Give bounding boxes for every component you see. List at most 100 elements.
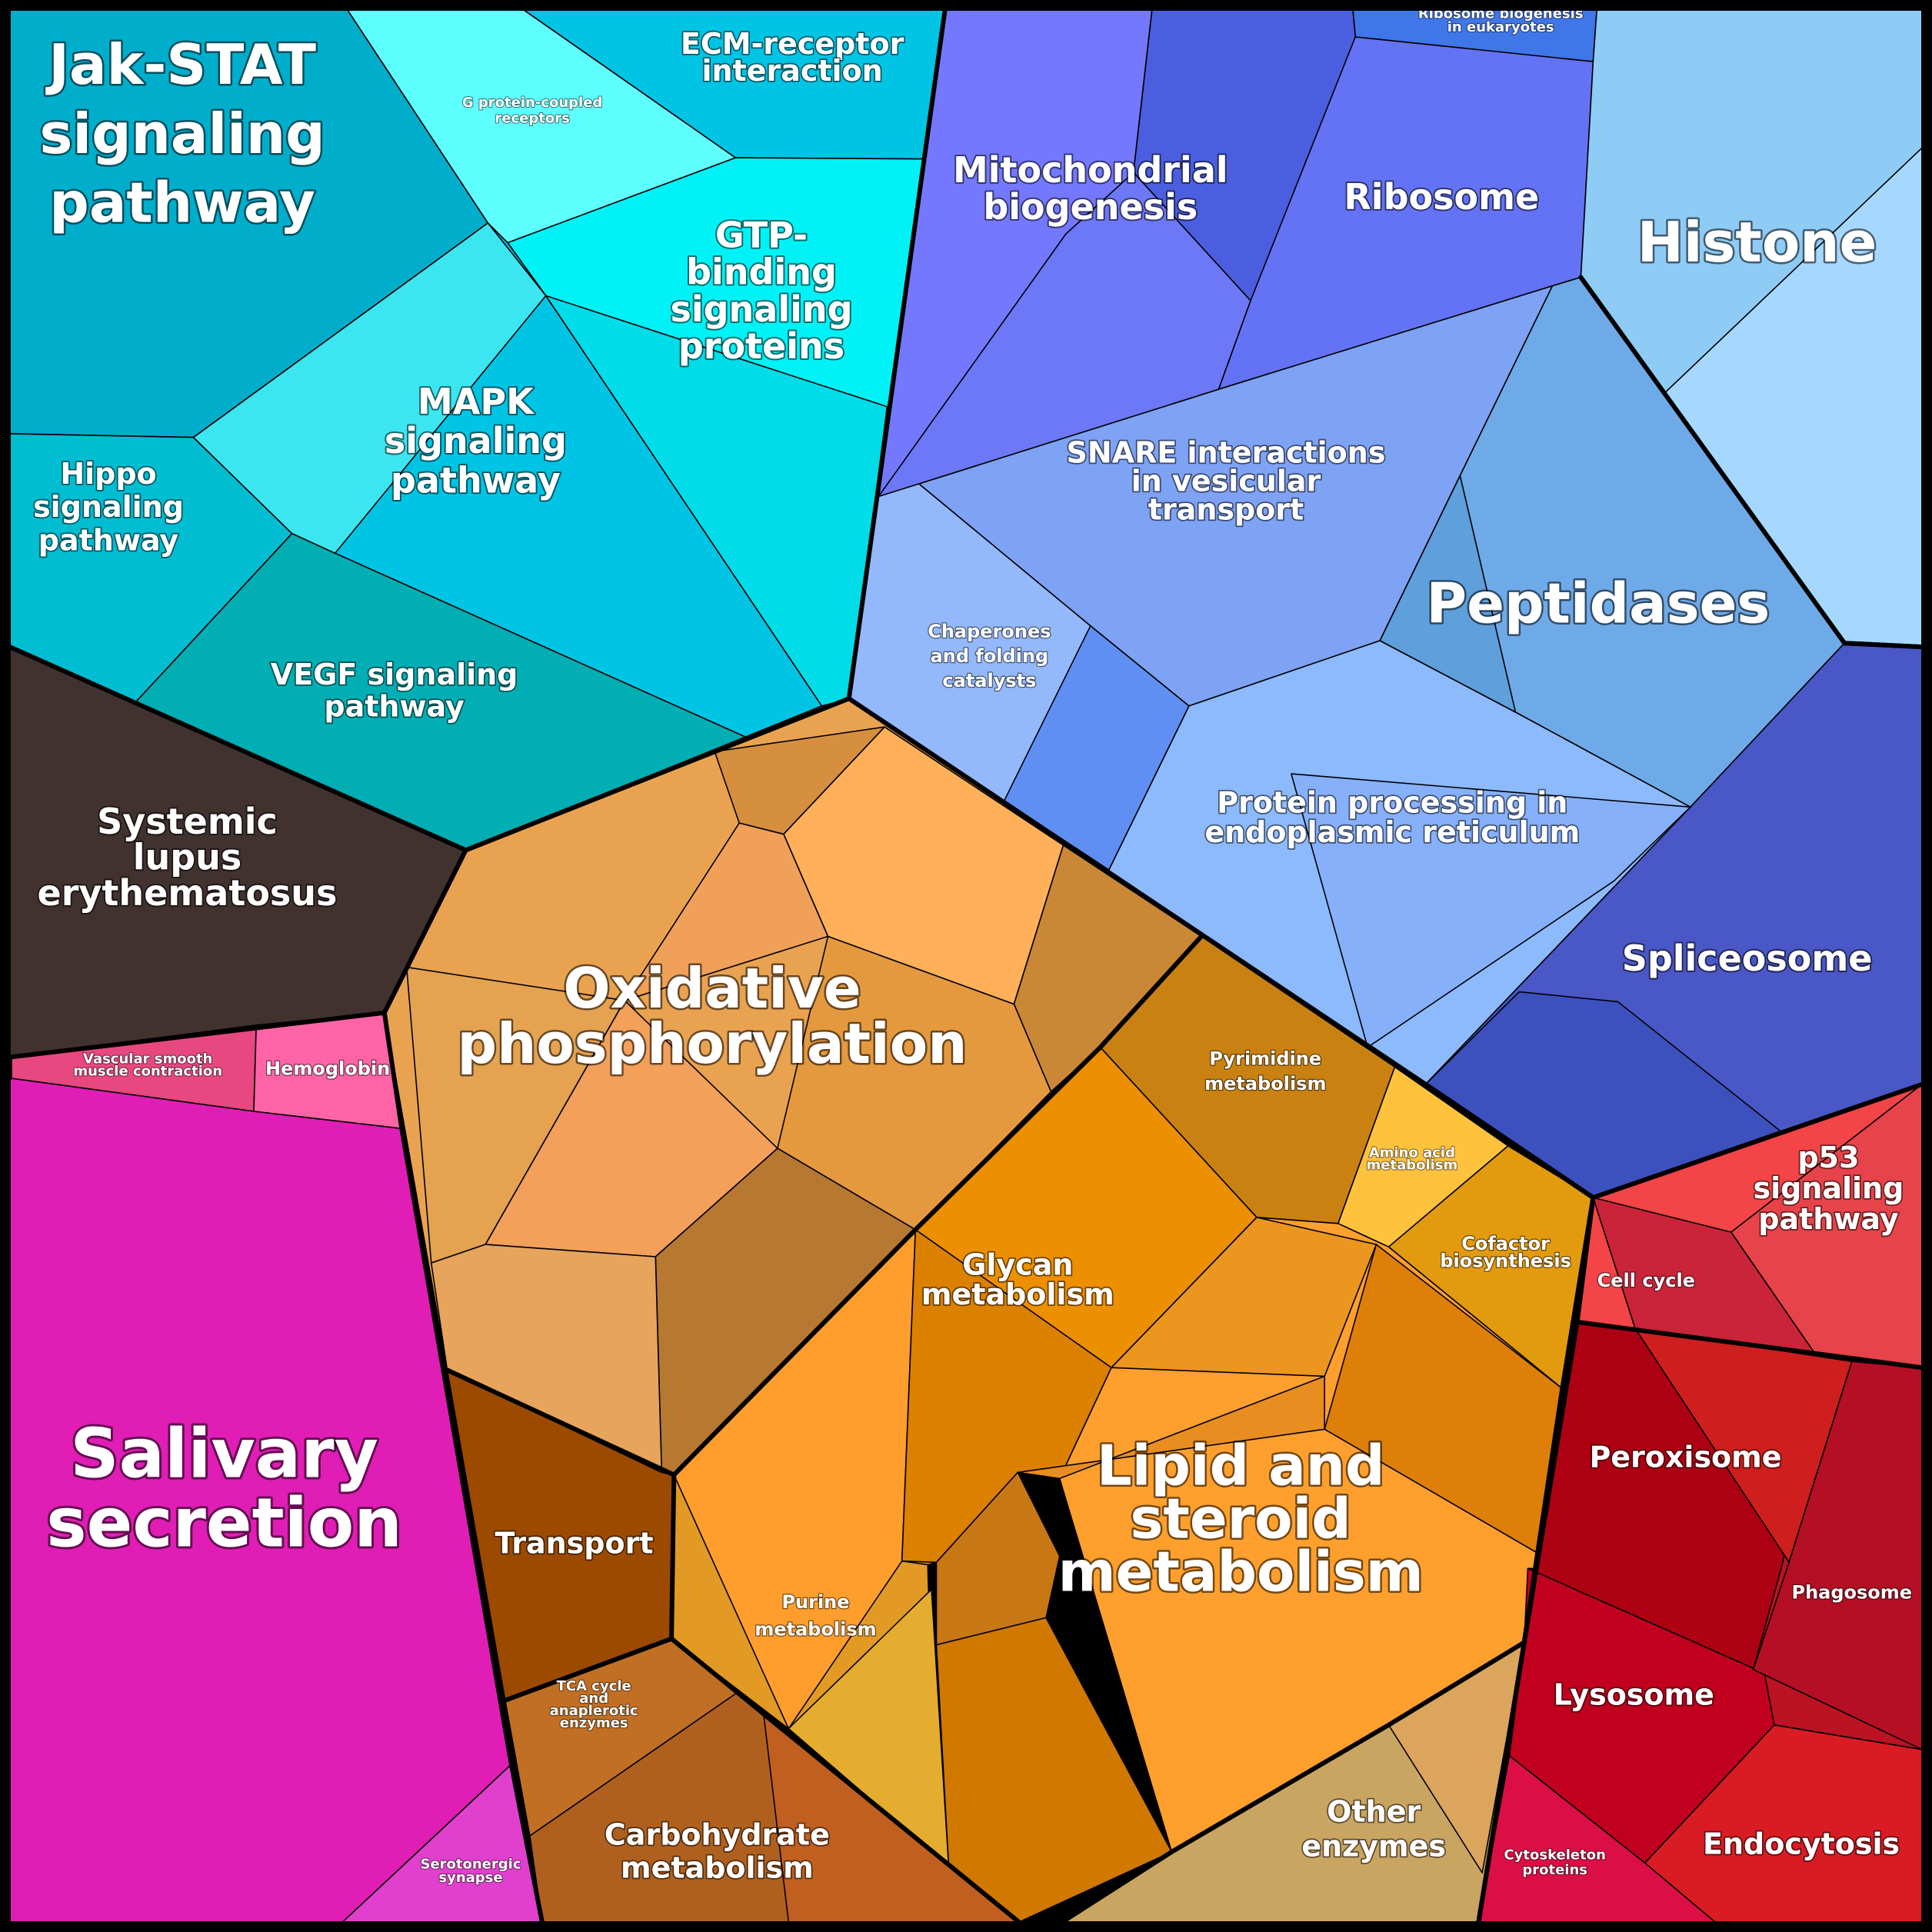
label-line: Salivary: [70, 1414, 378, 1494]
label-line: pathway: [324, 690, 465, 724]
label-line: anaplerotic: [550, 1703, 638, 1719]
label-line: metabolism: [1058, 1540, 1424, 1604]
label-line: steroid: [1131, 1487, 1351, 1551]
label-line: and folding: [931, 645, 1049, 667]
label-cell-cycle: Cell cycle: [1597, 1270, 1695, 1291]
label-serotonergic: Serotonergic synapse: [420, 1857, 521, 1887]
label-line: pathway: [1758, 1202, 1899, 1236]
group-border-1: [846, 7, 948, 701]
label-line: and: [579, 1690, 608, 1707]
label-mito: Mitochondrial biogenesis: [953, 149, 1228, 228]
label-line: metabolism: [754, 1618, 876, 1640]
subcell-12: [624, 822, 829, 1001]
label-line: Lysosome: [1554, 1678, 1714, 1712]
label-line: secretion: [46, 1483, 402, 1562]
label-transport: Transport: [495, 1526, 653, 1560]
label-line: Hippo: [60, 457, 156, 491]
label-line: Chaperones: [928, 621, 1051, 642]
label-hemoglobin: Hemoglobin: [265, 1058, 390, 1080]
subcell-23: [1017, 1375, 1325, 1480]
group-border-15: [1169, 1640, 1527, 1854]
label-snare: SNARE interactions in vesicular transport: [1067, 436, 1386, 527]
label-line: binding: [686, 251, 837, 293]
label-line: in vesicular: [1131, 465, 1321, 498]
label-mapk: MAPK signaling pathway: [385, 381, 567, 501]
label-line: Lipid and: [1097, 1434, 1385, 1498]
label-glycan: Glycan metabolism: [921, 1247, 1114, 1311]
label-line: in eukaryotes: [1447, 19, 1554, 35]
label-line: metabolism: [921, 1277, 1114, 1311]
subcell-18: [430, 1244, 663, 1474]
group-border-13: [445, 1367, 677, 1477]
label-salivary: Salivary secretion: [46, 1414, 402, 1563]
label-line: interaction: [701, 54, 882, 88]
label-line: biosynthesis: [1440, 1250, 1571, 1271]
label-line: Purine: [781, 1591, 849, 1613]
label-line: Hemoglobin: [265, 1058, 390, 1080]
label-lysosome: Lysosome: [1554, 1678, 1714, 1712]
label-line: metabolism: [1204, 1073, 1326, 1094]
label-g-protein: G protein-coupled receptors: [462, 95, 602, 127]
group-border-7: [1578, 275, 1925, 650]
label-jak-stat: Jak-STAT signaling pathway: [40, 32, 325, 235]
label-oxphos: Oxidative phosphorylation: [458, 956, 968, 1076]
label-line: Mitochondrial: [953, 149, 1228, 191]
label-line: Transport: [495, 1526, 653, 1560]
label-line: receptors: [495, 111, 569, 127]
label-line: Cytoskeleton: [1504, 1847, 1606, 1864]
cells-layer: [9, 9, 1923, 1923]
label-vegf: VEGF signaling pathway: [271, 658, 518, 724]
label-sle: Systemic lupus erythematosus: [38, 801, 338, 914]
label-line: catalysts: [942, 670, 1036, 691]
group-border-12: [669, 1636, 1021, 1925]
label-line: Histone: [1637, 210, 1877, 275]
label-lipid: Lipid and steroid metabolism: [1058, 1434, 1424, 1604]
label-gtp: GTP-binding signaling proteins: [670, 215, 852, 367]
label-line: signaling: [1753, 1171, 1904, 1205]
subcell-4: [878, 172, 1251, 498]
label-cytoskeleton: Cytoskeleton proteins: [1504, 1847, 1606, 1878]
label-line: signaling: [33, 490, 184, 524]
label-line: endoplasmic reticulum: [1204, 815, 1580, 849]
label-line: muscle contraction: [73, 1064, 222, 1080]
label-line: Pyrimidine: [1209, 1048, 1321, 1070]
label-line: Oxidative: [563, 956, 861, 1021]
label-cofactor: Cofactor biosynthesis: [1440, 1233, 1571, 1271]
subcell-24: [935, 1471, 1061, 1646]
label-line: G protein-coupled: [462, 95, 602, 111]
group-border-14: [1059, 1849, 1174, 1925]
label-ecm: ECM-receptor interaction: [681, 27, 904, 88]
label-line: ECM-receptor: [681, 27, 904, 61]
label-histone: Histone: [1637, 210, 1877, 275]
label-line: Ribosome: [1344, 176, 1539, 218]
label-line: Jak-STAT: [45, 32, 316, 97]
label-vascular: Vascular smooth muscle contraction: [73, 1051, 222, 1080]
label-line: Other: [1327, 1795, 1421, 1829]
label-hippo: Hippo signaling pathway: [33, 457, 184, 558]
label-line: enzymes: [1301, 1830, 1446, 1864]
label-purine: Purine metabolism: [754, 1591, 876, 1640]
label-line: Cell cycle: [1597, 1270, 1695, 1291]
label-line: erythematosus: [38, 872, 338, 914]
label-tca: TCA cycle and anaplerotic enzymes: [550, 1678, 638, 1731]
label-line: Peptidases: [1426, 571, 1770, 635]
label-line: signaling: [40, 102, 325, 166]
label-chaperones: Chaperones and folding catalysts: [928, 621, 1051, 691]
label-line: pathway: [49, 171, 315, 235]
label-line: metabolism: [1367, 1158, 1458, 1174]
label-line: signaling: [385, 420, 567, 461]
group-border-4: [381, 1010, 545, 1925]
label-other-enzymes: Other enzymes: [1301, 1795, 1446, 1864]
label-line: enzymes: [560, 1715, 628, 1731]
subcell-7: [1379, 475, 1517, 713]
label-ribosome: Ribosome: [1344, 176, 1539, 218]
label-p53: p53 signaling pathway: [1753, 1141, 1904, 1236]
label-amino-acid: Amino acid metabolism: [1367, 1145, 1458, 1174]
label-line: proteins: [678, 325, 844, 367]
label-line: p53: [1797, 1141, 1859, 1174]
label-line: Protein processing in: [1217, 786, 1567, 820]
label-line: Systemic: [97, 801, 278, 842]
label-line: Carbohydrate: [605, 1817, 830, 1851]
